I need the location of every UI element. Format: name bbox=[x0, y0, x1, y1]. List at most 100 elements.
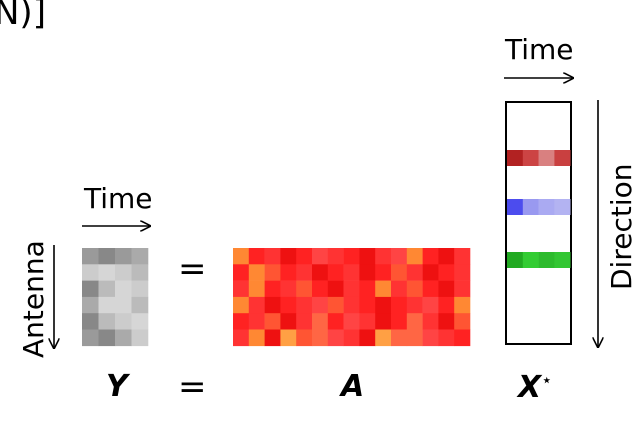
matrix-a-cell bbox=[422, 264, 439, 281]
matrix-a-cell bbox=[375, 248, 392, 265]
matrix-y-cell bbox=[131, 296, 149, 314]
matrix-y-cell bbox=[98, 329, 116, 347]
matrix-a-cell bbox=[312, 329, 329, 347]
matrix-a-cell bbox=[327, 280, 344, 298]
matrix-a-cell bbox=[296, 296, 313, 314]
matrix-a-cell bbox=[422, 280, 439, 298]
matrix-a-cell bbox=[264, 264, 281, 281]
direction-label: Direction bbox=[605, 163, 638, 291]
matrix-a-cell bbox=[391, 264, 408, 281]
matrix-x bbox=[505, 101, 572, 345]
matrix-y-cell bbox=[115, 329, 132, 347]
matrix-a-cell bbox=[391, 280, 408, 298]
matrix-a-cell bbox=[454, 248, 471, 265]
matrix-y-cell bbox=[82, 329, 99, 347]
matrix-x-row-red-cell bbox=[522, 150, 539, 166]
matrix-a-cell bbox=[233, 264, 250, 281]
matrix-a-cell bbox=[248, 329, 265, 347]
matrix-y-cell bbox=[82, 264, 99, 281]
matrix-y-cell bbox=[131, 248, 149, 265]
matrix-x-row-green-cell bbox=[554, 252, 571, 268]
matrix-y-cell bbox=[115, 296, 132, 314]
matrix-a-cell bbox=[296, 329, 313, 347]
matrix-y-cell bbox=[82, 280, 99, 298]
matrix-a-cell bbox=[233, 248, 250, 265]
matrix-a-cell bbox=[406, 313, 423, 330]
matrix-a-cell bbox=[343, 296, 360, 314]
matrix-a-cell bbox=[343, 264, 360, 281]
matrix-a-cell bbox=[248, 264, 265, 281]
matrix-a-cell bbox=[296, 264, 313, 281]
matrix-a-cell bbox=[422, 313, 439, 330]
matrix-a-cell bbox=[359, 248, 376, 265]
matrix-a-cell bbox=[359, 264, 376, 281]
matrix-x-row-blue-cell bbox=[507, 199, 524, 215]
matrix-a-cell bbox=[233, 313, 250, 330]
matrix-a-cell bbox=[312, 280, 329, 298]
matrix-a-cell bbox=[422, 329, 439, 347]
matrix-a-cell bbox=[264, 296, 281, 314]
equals-sign-top: = bbox=[178, 249, 207, 289]
matrix-y-cell bbox=[131, 280, 149, 298]
matrix-y-cell bbox=[98, 264, 116, 281]
matrix-y-cell bbox=[98, 248, 116, 265]
matrix-x-row-red-cell bbox=[507, 150, 524, 166]
matrix-a-cell bbox=[264, 313, 281, 330]
matrix-a-cell bbox=[327, 329, 344, 347]
matrix-y-cell bbox=[98, 313, 116, 330]
matrix-a-cell bbox=[296, 280, 313, 298]
matrix-a-cell bbox=[280, 296, 297, 314]
matrix-y bbox=[82, 248, 149, 347]
matrix-a-cell bbox=[280, 280, 297, 298]
matrix-x-row-blue-cell bbox=[522, 199, 539, 215]
matrix-a-cell bbox=[280, 248, 297, 265]
matrix-a-cell bbox=[264, 248, 281, 265]
matrix-a-cell bbox=[359, 296, 376, 314]
matrix-a-cell bbox=[264, 329, 281, 347]
matrix-y-cell bbox=[98, 296, 116, 314]
matrix-x-row-blue-cell bbox=[538, 199, 555, 215]
matrix-a-cell bbox=[280, 264, 297, 281]
matrix-a-cell bbox=[343, 313, 360, 330]
matrix-a-cell bbox=[438, 313, 455, 330]
matrix-a-cell bbox=[233, 296, 250, 314]
matrix-a-cell bbox=[280, 329, 297, 347]
matrix-a-cell bbox=[296, 248, 313, 265]
matrix-y-cell bbox=[115, 280, 132, 298]
matrix-a-cell bbox=[438, 329, 455, 347]
matrix-a-cell bbox=[391, 313, 408, 330]
matrix-a-cell bbox=[438, 280, 455, 298]
matrix-a-cell bbox=[343, 280, 360, 298]
matrix-a-cell bbox=[406, 296, 423, 314]
matrix-a-cell bbox=[359, 313, 376, 330]
matrix-y-cell bbox=[115, 264, 132, 281]
matrix-a-cell bbox=[359, 280, 376, 298]
matrix-a-cell bbox=[391, 296, 408, 314]
matrix-a-cell bbox=[406, 248, 423, 265]
matrix-x-row-blue-cell bbox=[554, 199, 571, 215]
matrix-y-cell bbox=[131, 313, 149, 330]
matrix-a-cell bbox=[327, 248, 344, 265]
time-label-left: Time bbox=[84, 182, 153, 215]
matrix-a-cell bbox=[312, 313, 329, 330]
matrix-a-cell bbox=[438, 248, 455, 265]
matrix-a-cell bbox=[327, 313, 344, 330]
matrix-y-cell bbox=[82, 296, 99, 314]
matrix-a-cell bbox=[233, 280, 250, 298]
matrix-a-cell bbox=[406, 264, 423, 281]
matrix-a-cell bbox=[454, 329, 471, 347]
matrix-x-row-red-cell bbox=[538, 150, 555, 166]
matrix-a-cell bbox=[312, 264, 329, 281]
matrix-a-cell bbox=[343, 248, 360, 265]
matrix-a-cell bbox=[438, 264, 455, 281]
matrix-a-cell bbox=[391, 329, 408, 347]
matrix-a-cell bbox=[422, 296, 439, 314]
matrix-a-cell bbox=[454, 296, 471, 314]
matrix-a-cell bbox=[406, 280, 423, 298]
symbol-y: Y bbox=[106, 369, 128, 404]
matrix-a-cell bbox=[312, 248, 329, 265]
matrix-a-cell bbox=[327, 264, 344, 281]
matrix-a-cell bbox=[248, 280, 265, 298]
matrix-a-cell bbox=[248, 248, 265, 265]
